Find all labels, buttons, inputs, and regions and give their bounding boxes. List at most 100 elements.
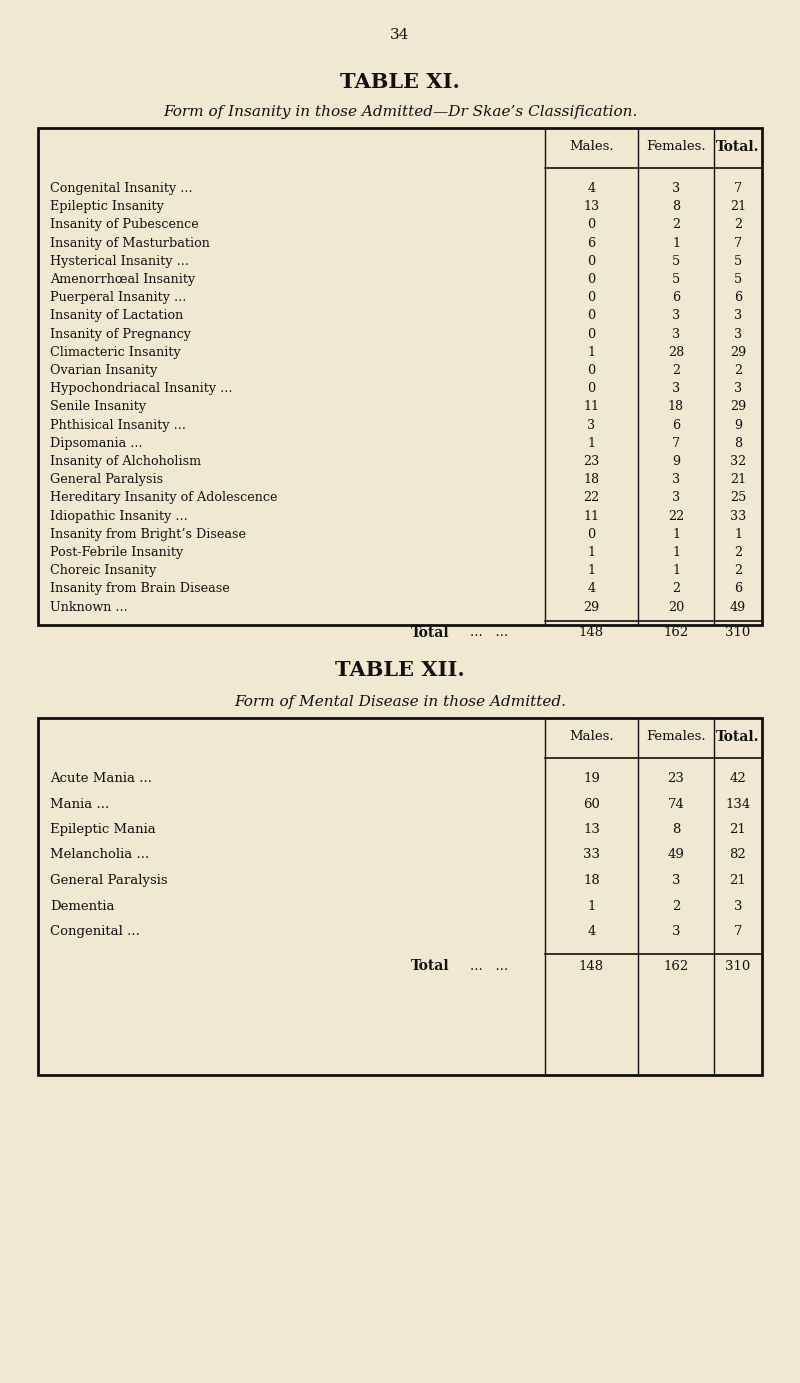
Text: 5: 5 <box>734 272 742 286</box>
Text: 49: 49 <box>667 849 685 862</box>
Text: 3: 3 <box>672 328 680 340</box>
Text: 2: 2 <box>734 564 742 577</box>
Text: 134: 134 <box>726 798 750 810</box>
Text: Females.: Females. <box>646 730 706 743</box>
Text: 4: 4 <box>587 183 595 195</box>
Text: 1: 1 <box>587 564 595 577</box>
Text: 3: 3 <box>734 382 742 396</box>
Text: 162: 162 <box>663 960 689 972</box>
Text: 18: 18 <box>583 473 599 487</box>
Text: Insanity of Alchoholism: Insanity of Alchoholism <box>50 455 201 467</box>
Text: 6: 6 <box>587 236 595 249</box>
Text: 23: 23 <box>667 772 685 786</box>
Text: 21: 21 <box>730 473 746 487</box>
Text: 33: 33 <box>583 849 600 862</box>
Text: 3: 3 <box>734 328 742 340</box>
Text: 310: 310 <box>726 625 750 639</box>
Text: 7: 7 <box>672 437 680 449</box>
Text: Choreic Insanity: Choreic Insanity <box>50 564 156 577</box>
Text: ...   ...: ... ... <box>470 960 508 972</box>
Text: Epileptic Insanity: Epileptic Insanity <box>50 201 164 213</box>
Text: 2: 2 <box>672 364 680 378</box>
Text: 6: 6 <box>672 292 680 304</box>
Text: Puerperal Insanity ...: Puerperal Insanity ... <box>50 292 186 304</box>
Text: 6: 6 <box>734 292 742 304</box>
Text: Females.: Females. <box>646 140 706 154</box>
Text: Form of Mental Disease in those Admitted.: Form of Mental Disease in those Admitted… <box>234 696 566 709</box>
Text: Mania ...: Mania ... <box>50 798 110 810</box>
Text: 28: 28 <box>668 346 684 358</box>
Text: 4: 4 <box>587 925 596 938</box>
Text: Total: Total <box>410 625 450 640</box>
Text: 1: 1 <box>587 899 596 913</box>
Text: Senile Insanity: Senile Insanity <box>50 401 146 414</box>
Text: 20: 20 <box>668 600 684 614</box>
Text: 29: 29 <box>730 346 746 358</box>
Text: 7: 7 <box>734 925 742 938</box>
Text: 148: 148 <box>579 625 604 639</box>
Text: 1: 1 <box>587 546 595 559</box>
Text: Climacteric Insanity: Climacteric Insanity <box>50 346 181 358</box>
Text: Insanity of Pubescence: Insanity of Pubescence <box>50 219 198 231</box>
Text: 49: 49 <box>730 600 746 614</box>
Text: Form of Insanity in those Admitted—Dr Skae’s Classification.: Form of Insanity in those Admitted—Dr Sk… <box>163 105 637 119</box>
Text: 13: 13 <box>583 823 600 835</box>
Text: 148: 148 <box>579 960 604 972</box>
Text: TABLE XII.: TABLE XII. <box>335 660 465 680</box>
Text: Congenital ...: Congenital ... <box>50 925 140 938</box>
Bar <box>38 718 762 1075</box>
Text: Total: Total <box>410 960 450 974</box>
Text: Amenorrhœal Insanity: Amenorrhœal Insanity <box>50 272 195 286</box>
Text: 5: 5 <box>734 254 742 268</box>
Text: 5: 5 <box>672 272 680 286</box>
Text: 29: 29 <box>583 600 600 614</box>
Text: 3: 3 <box>672 310 680 322</box>
Text: 1: 1 <box>587 437 595 449</box>
Text: 5: 5 <box>672 254 680 268</box>
Text: 2: 2 <box>672 582 680 596</box>
Text: Dementia: Dementia <box>50 899 114 913</box>
Text: 74: 74 <box>667 798 685 810</box>
Text: 33: 33 <box>730 509 746 523</box>
Text: Total.: Total. <box>716 730 760 744</box>
Text: 0: 0 <box>587 310 595 322</box>
Text: 2: 2 <box>672 899 680 913</box>
Text: 29: 29 <box>730 401 746 414</box>
Text: 0: 0 <box>587 219 595 231</box>
Text: 3: 3 <box>734 310 742 322</box>
Text: 21: 21 <box>730 874 746 887</box>
Text: 42: 42 <box>730 772 746 786</box>
Text: TABLE XI.: TABLE XI. <box>340 72 460 93</box>
Text: 21: 21 <box>730 823 746 835</box>
Text: 19: 19 <box>583 772 600 786</box>
Text: Melancholia ...: Melancholia ... <box>50 849 150 862</box>
Text: Hereditary Insanity of Adolescence: Hereditary Insanity of Adolescence <box>50 491 278 505</box>
Text: Ovarian Insanity: Ovarian Insanity <box>50 364 158 378</box>
Text: 11: 11 <box>583 401 599 414</box>
Text: Insanity of Lactation: Insanity of Lactation <box>50 310 183 322</box>
Text: Insanity of Pregnancy: Insanity of Pregnancy <box>50 328 191 340</box>
Text: 3: 3 <box>672 874 680 887</box>
Text: 1: 1 <box>672 546 680 559</box>
Text: Males.: Males. <box>569 730 614 743</box>
Text: 0: 0 <box>587 364 595 378</box>
Text: 2: 2 <box>734 364 742 378</box>
Text: 3: 3 <box>672 491 680 505</box>
Text: Congenital Insanity ...: Congenital Insanity ... <box>50 183 193 195</box>
Text: 1: 1 <box>672 564 680 577</box>
Text: 8: 8 <box>672 823 680 835</box>
Text: 0: 0 <box>587 528 595 541</box>
Text: 6: 6 <box>672 419 680 431</box>
Text: 7: 7 <box>734 236 742 249</box>
Text: Insanity of Masturbation: Insanity of Masturbation <box>50 236 210 249</box>
Text: 32: 32 <box>730 455 746 467</box>
Text: 0: 0 <box>587 254 595 268</box>
Text: 22: 22 <box>668 509 684 523</box>
Text: 0: 0 <box>587 272 595 286</box>
Text: Phthisical Insanity ...: Phthisical Insanity ... <box>50 419 186 431</box>
Text: 162: 162 <box>663 625 689 639</box>
Text: 13: 13 <box>583 201 599 213</box>
Text: 9: 9 <box>672 455 680 467</box>
Text: 18: 18 <box>668 401 684 414</box>
Text: 1: 1 <box>672 528 680 541</box>
